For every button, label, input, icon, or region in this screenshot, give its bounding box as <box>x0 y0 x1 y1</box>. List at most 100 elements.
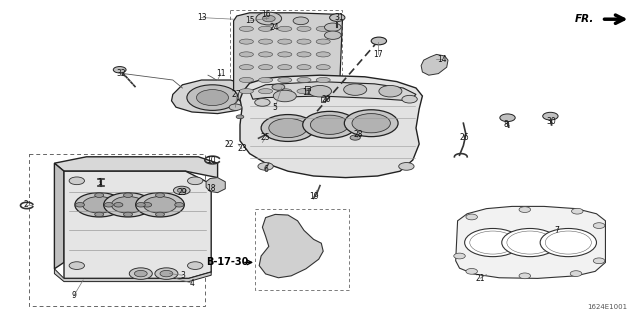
Ellipse shape <box>259 65 273 70</box>
Ellipse shape <box>239 89 253 94</box>
Ellipse shape <box>278 65 292 70</box>
Ellipse shape <box>259 89 273 94</box>
Text: 2: 2 <box>23 200 28 209</box>
Circle shape <box>136 203 145 207</box>
Ellipse shape <box>239 26 253 31</box>
Circle shape <box>465 228 521 257</box>
Ellipse shape <box>316 89 330 94</box>
Text: 6: 6 <box>263 165 268 174</box>
Circle shape <box>593 223 605 228</box>
Circle shape <box>545 231 591 254</box>
Polygon shape <box>234 13 342 102</box>
Polygon shape <box>54 163 64 269</box>
Circle shape <box>273 90 296 102</box>
Circle shape <box>156 212 164 217</box>
Circle shape <box>272 84 285 90</box>
Circle shape <box>303 111 356 138</box>
Circle shape <box>262 15 275 22</box>
Polygon shape <box>54 269 211 282</box>
Ellipse shape <box>297 26 311 31</box>
Circle shape <box>502 228 558 257</box>
Polygon shape <box>421 54 448 75</box>
Polygon shape <box>259 214 323 278</box>
Circle shape <box>324 23 341 31</box>
Circle shape <box>175 203 184 207</box>
Text: 11: 11 <box>216 69 225 78</box>
Ellipse shape <box>297 77 311 83</box>
Ellipse shape <box>259 26 273 31</box>
Text: 4: 4 <box>189 279 195 288</box>
Circle shape <box>466 268 477 274</box>
Text: 20: 20 <box>321 95 332 104</box>
Circle shape <box>95 212 104 217</box>
Circle shape <box>308 85 332 97</box>
Text: 25: 25 <box>260 133 271 142</box>
Circle shape <box>293 17 308 25</box>
Text: 19: 19 <box>308 192 319 201</box>
Polygon shape <box>456 206 605 278</box>
Circle shape <box>593 258 605 264</box>
Text: 14: 14 <box>436 55 447 64</box>
Circle shape <box>350 135 360 140</box>
Ellipse shape <box>259 39 273 44</box>
Circle shape <box>310 115 349 134</box>
Ellipse shape <box>239 77 253 83</box>
Text: 12: 12 <box>303 88 312 97</box>
Circle shape <box>173 186 190 195</box>
Circle shape <box>572 208 583 214</box>
Circle shape <box>399 163 414 170</box>
Text: 1: 1 <box>97 178 102 187</box>
Circle shape <box>177 188 186 193</box>
Text: B-17-30: B-17-30 <box>206 257 248 267</box>
Circle shape <box>129 268 152 279</box>
Circle shape <box>75 193 124 217</box>
Text: 17: 17 <box>372 50 383 59</box>
Ellipse shape <box>316 52 330 57</box>
Circle shape <box>269 118 307 138</box>
Circle shape <box>454 253 465 259</box>
Text: 28: 28 <box>354 130 363 139</box>
Circle shape <box>507 231 553 254</box>
Text: 9: 9 <box>71 292 76 300</box>
Circle shape <box>155 268 178 279</box>
Circle shape <box>143 203 152 207</box>
Circle shape <box>196 90 228 106</box>
Ellipse shape <box>239 52 253 57</box>
Ellipse shape <box>316 26 330 31</box>
Circle shape <box>136 193 184 217</box>
Polygon shape <box>240 75 422 178</box>
Text: 3: 3 <box>180 271 185 280</box>
Circle shape <box>188 262 203 269</box>
Circle shape <box>519 273 531 279</box>
Text: 18: 18 <box>207 184 216 193</box>
Circle shape <box>188 177 203 185</box>
Text: 1624E1001: 1624E1001 <box>587 304 627 310</box>
Circle shape <box>261 115 315 141</box>
Ellipse shape <box>259 52 273 57</box>
Polygon shape <box>54 157 218 178</box>
Circle shape <box>124 193 132 197</box>
Circle shape <box>402 95 417 103</box>
Polygon shape <box>172 80 253 114</box>
Circle shape <box>379 85 402 97</box>
Circle shape <box>160 270 173 277</box>
Ellipse shape <box>239 65 253 70</box>
Circle shape <box>371 37 387 45</box>
Circle shape <box>134 270 147 277</box>
Circle shape <box>324 31 341 39</box>
Circle shape <box>156 193 164 197</box>
Text: 22: 22 <box>225 140 234 148</box>
Text: 29: 29 <box>177 188 188 196</box>
Text: FR.: FR. <box>575 13 594 24</box>
Circle shape <box>500 114 515 122</box>
Text: 32: 32 <box>116 69 127 78</box>
Circle shape <box>95 193 104 197</box>
Circle shape <box>352 114 390 133</box>
Circle shape <box>69 262 84 269</box>
Circle shape <box>76 203 84 207</box>
Circle shape <box>124 212 132 217</box>
Circle shape <box>143 196 177 213</box>
Circle shape <box>330 14 345 21</box>
Circle shape <box>104 203 113 207</box>
Ellipse shape <box>278 89 292 94</box>
